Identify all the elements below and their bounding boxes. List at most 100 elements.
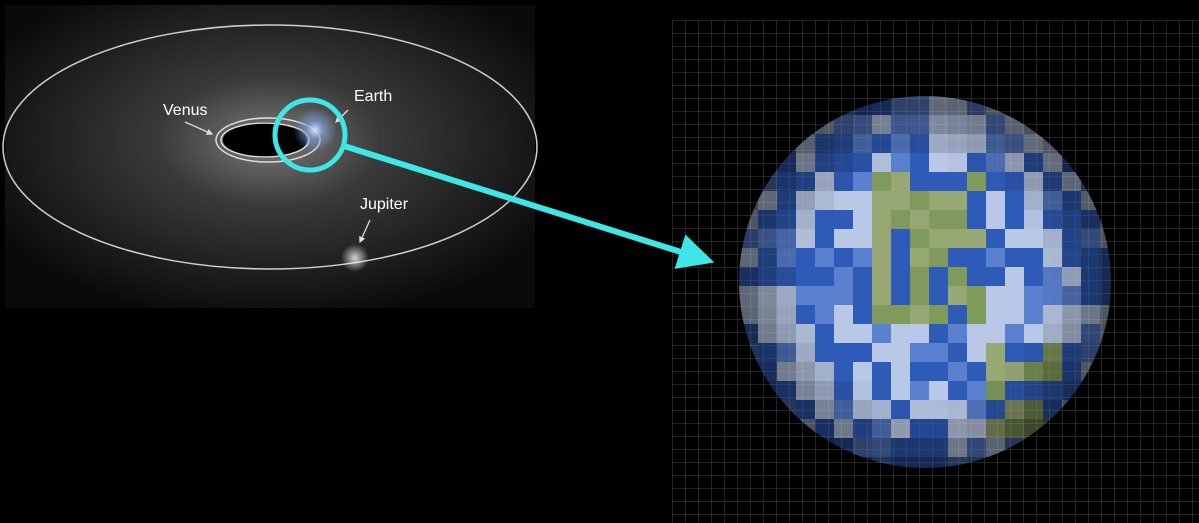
earth-pixel bbox=[948, 343, 967, 362]
earth-pixel bbox=[1100, 286, 1111, 305]
earth-pixel bbox=[777, 362, 796, 381]
earth-pixel bbox=[910, 343, 929, 362]
earth-pixel bbox=[834, 305, 853, 324]
earth-pixel bbox=[872, 210, 891, 229]
earth-pixel bbox=[796, 362, 815, 381]
earth-pixel bbox=[834, 153, 853, 172]
earth-pixel bbox=[948, 191, 967, 210]
earth-pixel bbox=[929, 267, 948, 286]
earth-pixel bbox=[815, 191, 834, 210]
earth-pixel bbox=[891, 267, 910, 286]
earth-pixel bbox=[1024, 134, 1043, 153]
earth-pixel bbox=[986, 115, 1005, 134]
earth-pixel bbox=[872, 457, 891, 468]
earth-pixel bbox=[815, 381, 834, 400]
earth-pixel bbox=[967, 381, 986, 400]
earth-pixel bbox=[1043, 286, 1062, 305]
earth-pixel bbox=[1024, 229, 1043, 248]
earth-pixel bbox=[1005, 286, 1024, 305]
earth-pixel bbox=[967, 191, 986, 210]
earth-pixel bbox=[948, 172, 967, 191]
earth-pixel bbox=[948, 419, 967, 438]
earth-pixel bbox=[777, 191, 796, 210]
earth-pixel bbox=[1062, 248, 1081, 267]
earth-pixel bbox=[948, 96, 967, 115]
earth-pixel bbox=[1043, 381, 1062, 400]
earth-pixel bbox=[891, 229, 910, 248]
earth-pixel bbox=[853, 400, 872, 419]
earth-pixel bbox=[1081, 210, 1100, 229]
earth-pixel bbox=[891, 115, 910, 134]
earth-pixel bbox=[1005, 362, 1024, 381]
zoom-arrow bbox=[343, 143, 715, 269]
earth-pixel bbox=[948, 362, 967, 381]
earth-pixel bbox=[872, 438, 891, 457]
earth-pixel bbox=[1043, 343, 1062, 362]
earth-pixel bbox=[853, 381, 872, 400]
earth-pixel bbox=[986, 210, 1005, 229]
earth-pixel bbox=[834, 286, 853, 305]
earth-pixel bbox=[967, 172, 986, 191]
earth-pixel bbox=[986, 400, 1005, 419]
earth-pixel bbox=[777, 248, 796, 267]
earth-pixel bbox=[948, 267, 967, 286]
earth-pixel bbox=[796, 400, 815, 419]
earth-pixel bbox=[796, 267, 815, 286]
earth-pixel bbox=[967, 286, 986, 305]
earth-pixel bbox=[929, 134, 948, 153]
earth-pixel bbox=[1005, 153, 1024, 172]
earth-pixel bbox=[891, 191, 910, 210]
earth-pixel bbox=[891, 324, 910, 343]
earth-pixel bbox=[815, 400, 834, 419]
earth-pixel bbox=[929, 457, 948, 468]
earth-pixel bbox=[948, 229, 967, 248]
earth-pixel bbox=[853, 362, 872, 381]
earth-pixel bbox=[872, 191, 891, 210]
earth-pixel bbox=[834, 343, 853, 362]
earth-pixel bbox=[986, 153, 1005, 172]
earth-pixel bbox=[739, 267, 758, 286]
venus-pointer bbox=[184, 121, 214, 135]
earth-pixel bbox=[1005, 400, 1024, 419]
earth-pixel bbox=[815, 229, 834, 248]
earth-pixel bbox=[777, 305, 796, 324]
earth-pixel bbox=[986, 343, 1005, 362]
earth-pixel bbox=[853, 153, 872, 172]
earth-pixel bbox=[834, 381, 853, 400]
earth-pixel bbox=[777, 381, 796, 400]
earth-pixel bbox=[872, 343, 891, 362]
earth-pixel bbox=[1043, 324, 1062, 343]
earth-pixel bbox=[758, 248, 777, 267]
earth-pixel bbox=[758, 229, 777, 248]
earth-pixel bbox=[1062, 324, 1081, 343]
earth-pixel bbox=[796, 286, 815, 305]
earth-pixel bbox=[1062, 172, 1081, 191]
earth-pixel bbox=[1062, 210, 1081, 229]
earth-pixel bbox=[910, 248, 929, 267]
earth-pixel bbox=[796, 191, 815, 210]
earth-pixel bbox=[929, 362, 948, 381]
earth-pixel bbox=[891, 153, 910, 172]
earth-pixel bbox=[1043, 248, 1062, 267]
earth-pixel bbox=[986, 286, 1005, 305]
earth-pixel bbox=[834, 400, 853, 419]
earth-pixel bbox=[891, 248, 910, 267]
earth-pixel bbox=[1005, 172, 1024, 191]
earth-pixel bbox=[872, 134, 891, 153]
earth-pixel bbox=[872, 115, 891, 134]
earth-pixel bbox=[910, 286, 929, 305]
earth-pixel bbox=[1100, 248, 1111, 267]
earth-pixel bbox=[967, 400, 986, 419]
earth-pixel bbox=[967, 305, 986, 324]
earth-pixel bbox=[929, 172, 948, 191]
earth-pixel bbox=[853, 343, 872, 362]
jupiter-pointer bbox=[359, 219, 371, 244]
earth-pixel bbox=[1005, 419, 1024, 438]
earth-pixel bbox=[891, 381, 910, 400]
earth-pixel bbox=[834, 248, 853, 267]
earth-pixel bbox=[1005, 229, 1024, 248]
earth-pixel bbox=[1062, 267, 1081, 286]
earth-pixel bbox=[910, 191, 929, 210]
earth-pixel bbox=[872, 305, 891, 324]
earth-pixel bbox=[1062, 286, 1081, 305]
